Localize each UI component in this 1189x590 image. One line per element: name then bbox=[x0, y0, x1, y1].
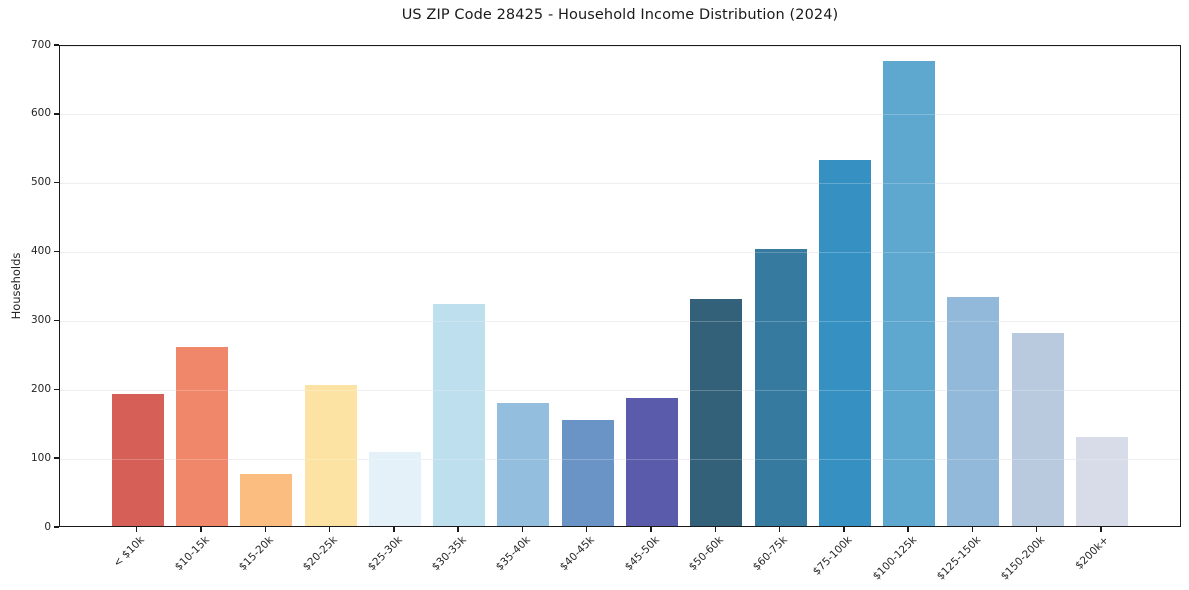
gridline-y-700 bbox=[60, 45, 1180, 47]
y-tick-100 bbox=[54, 457, 59, 459]
x-tick-10 bbox=[778, 527, 781, 532]
x-tick-label-10: $60-75k bbox=[751, 534, 791, 574]
y-tick-500 bbox=[54, 182, 59, 184]
gridline-overlay-y-600 bbox=[60, 114, 1180, 116]
x-tick-label-9: $50-60k bbox=[686, 534, 726, 574]
x-tick-4 bbox=[393, 527, 395, 532]
y-tick-label-700: 700 bbox=[30, 38, 51, 51]
x-tick-label-7: $40-45k bbox=[558, 534, 598, 574]
bar-125-150k bbox=[947, 296, 1000, 526]
y-tick-label-0: 0 bbox=[44, 520, 51, 533]
x-tick-label-14: $150-200k bbox=[998, 534, 1048, 583]
y-tick-600 bbox=[54, 113, 59, 115]
x-tick-6 bbox=[521, 527, 524, 532]
x-tick-2 bbox=[264, 527, 266, 532]
x-tick-label-2: $15-20k bbox=[236, 534, 276, 574]
x-tick-label-0: < $10k bbox=[111, 534, 148, 570]
bar-75-100k bbox=[818, 160, 871, 526]
chart-title: US ZIP Code 28425 - Household Income Dis… bbox=[401, 7, 839, 23]
gridline-y-400 bbox=[60, 252, 1180, 254]
gridline-y-200 bbox=[60, 389, 1180, 391]
x-tick-label-1: $10-15k bbox=[172, 534, 212, 574]
x-tick-label-12: $100-125k bbox=[870, 534, 919, 583]
x-tick-label-15: $200k+ bbox=[1073, 534, 1112, 572]
gridline-y-100 bbox=[60, 458, 1180, 460]
y-tick-400 bbox=[54, 250, 59, 253]
bar-25-30k bbox=[368, 451, 421, 526]
bar-45-50k bbox=[626, 397, 679, 526]
bar-35-40k bbox=[497, 403, 550, 526]
x-tick-0 bbox=[136, 527, 138, 532]
gridline-overlay-y-100 bbox=[60, 458, 1180, 460]
x-tick-3 bbox=[328, 527, 331, 532]
x-tick-5 bbox=[457, 527, 459, 532]
y-tick-label-500: 500 bbox=[30, 176, 51, 189]
bar-60-75k bbox=[754, 249, 807, 526]
y-tick-label-200: 200 bbox=[30, 382, 51, 395]
bar-30-35k bbox=[433, 304, 486, 526]
bar-200k bbox=[1076, 436, 1129, 526]
x-tick-label-8: $45-50k bbox=[622, 534, 662, 574]
y-tick-label-100: 100 bbox=[30, 451, 51, 464]
x-tick-12 bbox=[907, 527, 909, 532]
x-tick-label-13: $125-150k bbox=[934, 534, 983, 583]
x-tick-14 bbox=[1036, 527, 1038, 532]
x-tick-13 bbox=[971, 527, 974, 532]
bar-150-200k bbox=[1011, 332, 1064, 526]
y-tick-200 bbox=[54, 388, 59, 390]
y-axis-label: Households bbox=[9, 252, 23, 320]
bar-100-125k bbox=[883, 61, 936, 526]
x-tick-15 bbox=[1100, 527, 1102, 532]
gridline-overlay-y-200 bbox=[60, 389, 1180, 391]
y-tick-0 bbox=[54, 526, 59, 528]
x-tick-11 bbox=[843, 527, 845, 532]
x-tick-8 bbox=[650, 527, 652, 532]
gridline-overlay-y-300 bbox=[60, 320, 1180, 322]
x-tick-label-4: $25-30k bbox=[365, 534, 405, 574]
x-tick-1 bbox=[200, 527, 202, 532]
y-tick-label-300: 300 bbox=[30, 313, 51, 326]
bar-10k bbox=[111, 393, 164, 526]
gridline-overlay-y-400 bbox=[60, 252, 1180, 254]
x-tick-label-11: $75-100k bbox=[810, 534, 855, 578]
gridline-y-500 bbox=[60, 183, 1180, 185]
bar-40-45k bbox=[561, 419, 614, 526]
y-tick-label-400: 400 bbox=[30, 245, 51, 258]
y-tick-700 bbox=[54, 44, 59, 46]
x-tick-7 bbox=[586, 527, 588, 532]
x-tick-label-5: $30-35k bbox=[429, 534, 469, 574]
bar-20-25k bbox=[304, 384, 357, 526]
bar-50-60k bbox=[690, 299, 743, 526]
plot-area bbox=[59, 45, 1181, 527]
bar-15-20k bbox=[240, 473, 293, 526]
y-tick-300 bbox=[54, 319, 59, 322]
y-tick-label-600: 600 bbox=[30, 107, 51, 120]
gridline-y-300 bbox=[60, 320, 1180, 322]
gridline-y-600 bbox=[60, 114, 1180, 116]
x-tick-9 bbox=[714, 527, 716, 532]
x-tick-label-3: $20-25k bbox=[300, 534, 341, 574]
bar-10-15k bbox=[175, 346, 228, 526]
gridline-overlay-y-500 bbox=[60, 183, 1180, 185]
gridline-overlay-y-700 bbox=[60, 45, 1180, 47]
x-tick-label-6: $35-40k bbox=[493, 534, 533, 574]
